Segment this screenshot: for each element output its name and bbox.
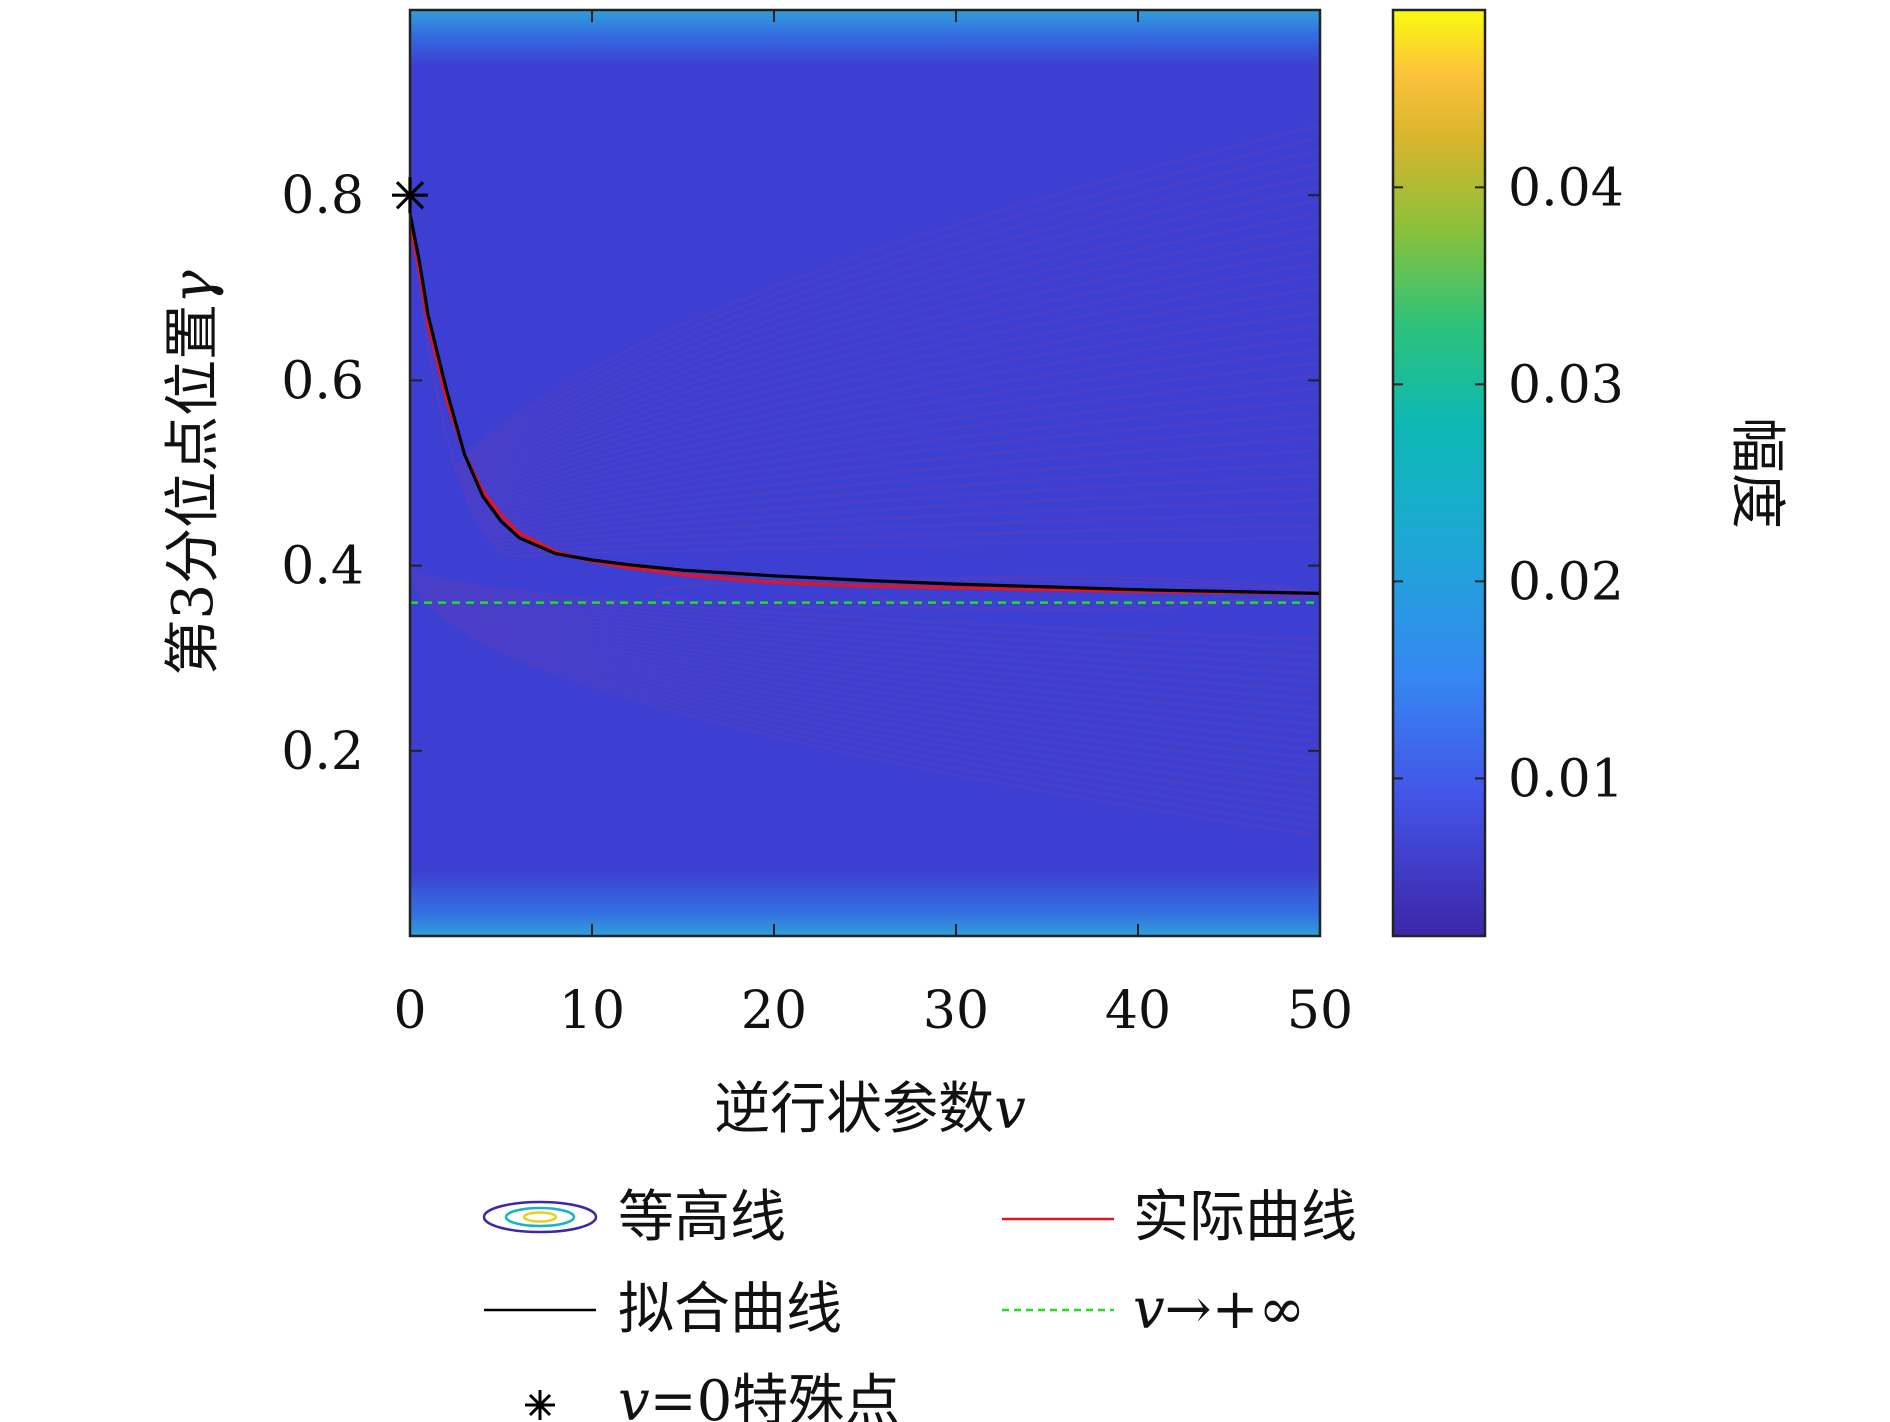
- contour-line-lower-3: [410, 566, 1320, 667]
- legend-label-contour: 等高线: [618, 1185, 786, 1250]
- contour-line-upper-28: [410, 186, 1320, 477]
- y-tick-label: 0.4: [281, 537, 364, 597]
- contour-line-upper-16: [410, 211, 1320, 506]
- contour-line-lower-4: [410, 566, 1320, 675]
- contour-line-lower-17: [410, 569, 1320, 786]
- colorbar-ticks: 0.01 0.02 0.03 0.04: [1393, 158, 1624, 809]
- contour-line-upper-19: [410, 211, 1320, 500]
- contour-line-lower-12: [410, 568, 1320, 744]
- contour-line-upper-1: [410, 211, 1320, 555]
- contour-line-upper-17: [410, 211, 1320, 507]
- data-series: [410, 213, 1320, 604]
- contour-line-upper-14: [410, 211, 1320, 513]
- contour-line-upper-18: [410, 211, 1320, 503]
- contour-line-upper-27: [410, 199, 1320, 480]
- y-tick-label: 0.2: [281, 722, 364, 782]
- contour-line-upper-2: [410, 211, 1320, 551]
- contour-line-lower-15: [410, 569, 1320, 769]
- contour-line-upper-10: [410, 211, 1320, 525]
- contour-line-lower-10: [410, 568, 1320, 727]
- colorbar: [1391, 8, 1487, 938]
- contour-line-upper-9: [410, 211, 1320, 528]
- x-tick-label: 40: [1105, 981, 1171, 1041]
- colorbar-tick-label: 0.01: [1508, 749, 1624, 809]
- x-axis-title: 逆行状参数v: [714, 1077, 1026, 1142]
- legend-label-special: v=0特殊点: [618, 1369, 900, 1422]
- contour-line-upper-21: [410, 211, 1320, 494]
- contour-line-upper-15: [410, 211, 1320, 510]
- axis-ticks: 0 10 20 30 40 50 0.2 0.4 0.6 0.8: [281, 10, 1353, 1041]
- colorbar-tick-label: 0.04: [1508, 158, 1624, 218]
- contour-line-upper-6: [410, 211, 1320, 537]
- contour-line-lower-7: [410, 567, 1320, 701]
- plot-frame: [408, 8, 1322, 938]
- contour-line-lower-2: [410, 566, 1320, 658]
- contour-line-upper-8: [410, 211, 1320, 532]
- y-axis-title: 第3分位点位置γ: [161, 270, 226, 676]
- y-tick-label: 0.8: [281, 166, 364, 226]
- contour-line-upper-4: [410, 211, 1320, 544]
- contour-loop-0: [654, 577, 1320, 610]
- contour-line-upper-13: [410, 211, 1320, 517]
- colorbar-tick-label: 0.02: [1508, 552, 1624, 612]
- contour-line-upper-11: [410, 211, 1320, 521]
- contour-loop-1: [872, 575, 1320, 612]
- contour-line-upper-22: [410, 211, 1320, 490]
- contour-line-lower-0: [410, 566, 1320, 641]
- contour-line-lower-9: [410, 567, 1320, 718]
- contour-line-upper-29: [410, 174, 1320, 474]
- legend-label-asymptote: v→+∞: [1133, 1277, 1305, 1342]
- contour-line-upper-3: [410, 211, 1320, 547]
- contour-line-upper-31: [410, 149, 1320, 475]
- contour-lines: [410, 124, 1320, 837]
- contour-line-lower-13: [410, 568, 1320, 752]
- contour-line-upper-23: [410, 211, 1320, 492]
- contour-line-lower-22: [410, 570, 1320, 829]
- contour-line-lower-5: [410, 567, 1320, 684]
- x-tick-label: 10: [559, 981, 625, 1041]
- contour-line-upper-20: [410, 211, 1320, 497]
- contour-line-upper-5: [410, 211, 1320, 541]
- contour-line-lower-23: [410, 570, 1320, 837]
- x-tick-label: 20: [741, 981, 807, 1041]
- contour-line-lower-21: [410, 570, 1320, 820]
- colorbar-tick-label: 0.03: [1508, 355, 1624, 415]
- x-tick-label: 50: [1287, 981, 1353, 1041]
- y-tick-label: 0.6: [281, 351, 364, 411]
- contour-line-upper-25: [410, 211, 1320, 486]
- contour-line-lower-14: [410, 568, 1320, 761]
- legend-label-actual: 实际曲线: [1133, 1185, 1357, 1250]
- special-point-marker: [392, 177, 428, 214]
- contour-line-upper-30: [410, 161, 1320, 471]
- contour-line-lower-11: [410, 568, 1320, 735]
- x-tick-label: 0: [393, 981, 426, 1041]
- contour-line-lower-1: [410, 566, 1320, 650]
- contour-line-upper-33: [410, 124, 1320, 469]
- contour-line-lower-16: [410, 569, 1320, 778]
- contour-line-upper-26: [410, 211, 1320, 483]
- colorbar-title: 幅度: [1724, 417, 1789, 529]
- contour-line-lower-20: [410, 570, 1320, 812]
- contour-line-lower-18: [410, 569, 1320, 795]
- contour-line-lower-19: [410, 569, 1320, 803]
- special-point-stroke: [395, 181, 425, 210]
- contour-line-upper-32: [410, 136, 1320, 472]
- legend: 等高线 实际曲线 拟合曲线 v→+∞ v=0特殊点: [482, 1185, 1357, 1422]
- legend-label-fit: 拟合曲线: [618, 1277, 842, 1342]
- x-tick-label: 30: [923, 981, 989, 1041]
- legend-asterisk-swatch: [525, 1390, 555, 1420]
- contour-line-lower-8: [410, 567, 1320, 710]
- contour-line-upper-12: [410, 211, 1320, 520]
- legend-contour-swatch: [482, 1200, 598, 1234]
- contour-line-upper-7: [410, 211, 1320, 534]
- series-line-1: [410, 213, 1320, 595]
- contour-line-upper-24: [410, 211, 1320, 489]
- contour-line-lower-6: [410, 567, 1320, 692]
